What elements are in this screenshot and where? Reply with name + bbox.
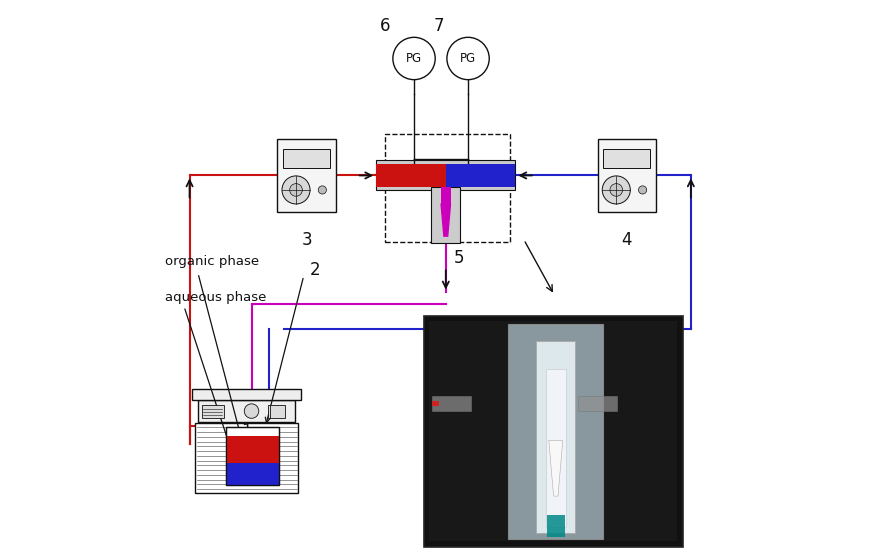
Circle shape — [290, 184, 302, 196]
Circle shape — [318, 186, 326, 194]
Bar — [509, 324, 603, 539]
Bar — [268, 405, 284, 418]
Bar — [546, 369, 566, 527]
Polygon shape — [441, 204, 450, 236]
Text: organic phase: organic phase — [165, 255, 259, 268]
Bar — [226, 463, 279, 485]
Circle shape — [610, 184, 623, 196]
Text: PG: PG — [406, 52, 422, 65]
Bar — [377, 164, 446, 187]
Text: 2: 2 — [309, 261, 320, 279]
Text: PG: PG — [460, 52, 476, 65]
Bar — [431, 187, 460, 243]
Bar — [578, 396, 617, 412]
Bar — [429, 321, 677, 541]
Circle shape — [392, 37, 435, 80]
Text: 5: 5 — [455, 250, 464, 267]
Bar — [192, 389, 301, 400]
Text: 7: 7 — [433, 17, 444, 35]
Bar — [277, 139, 336, 212]
Bar — [441, 187, 450, 204]
Bar — [424, 316, 682, 547]
Bar — [431, 401, 439, 407]
Circle shape — [639, 186, 647, 194]
Bar — [202, 405, 223, 418]
Circle shape — [245, 404, 259, 418]
Bar — [226, 436, 279, 463]
Bar — [446, 164, 516, 187]
Circle shape — [447, 37, 489, 80]
Text: 1: 1 — [241, 422, 252, 440]
Bar — [226, 427, 279, 485]
Bar — [198, 400, 295, 422]
Bar — [377, 160, 516, 190]
Bar — [431, 396, 470, 412]
Polygon shape — [548, 441, 563, 496]
Bar — [603, 149, 650, 168]
Bar — [284, 149, 330, 168]
Text: 4: 4 — [622, 231, 632, 249]
Bar — [226, 427, 279, 485]
Text: aqueous phase: aqueous phase — [165, 291, 266, 305]
Bar — [385, 134, 509, 242]
Circle shape — [282, 176, 310, 204]
Bar — [597, 139, 656, 212]
Circle shape — [602, 176, 630, 204]
Bar — [195, 423, 299, 493]
Text: 3: 3 — [301, 231, 312, 249]
Bar — [547, 515, 564, 537]
Bar — [536, 341, 575, 533]
Text: 6: 6 — [379, 17, 390, 35]
